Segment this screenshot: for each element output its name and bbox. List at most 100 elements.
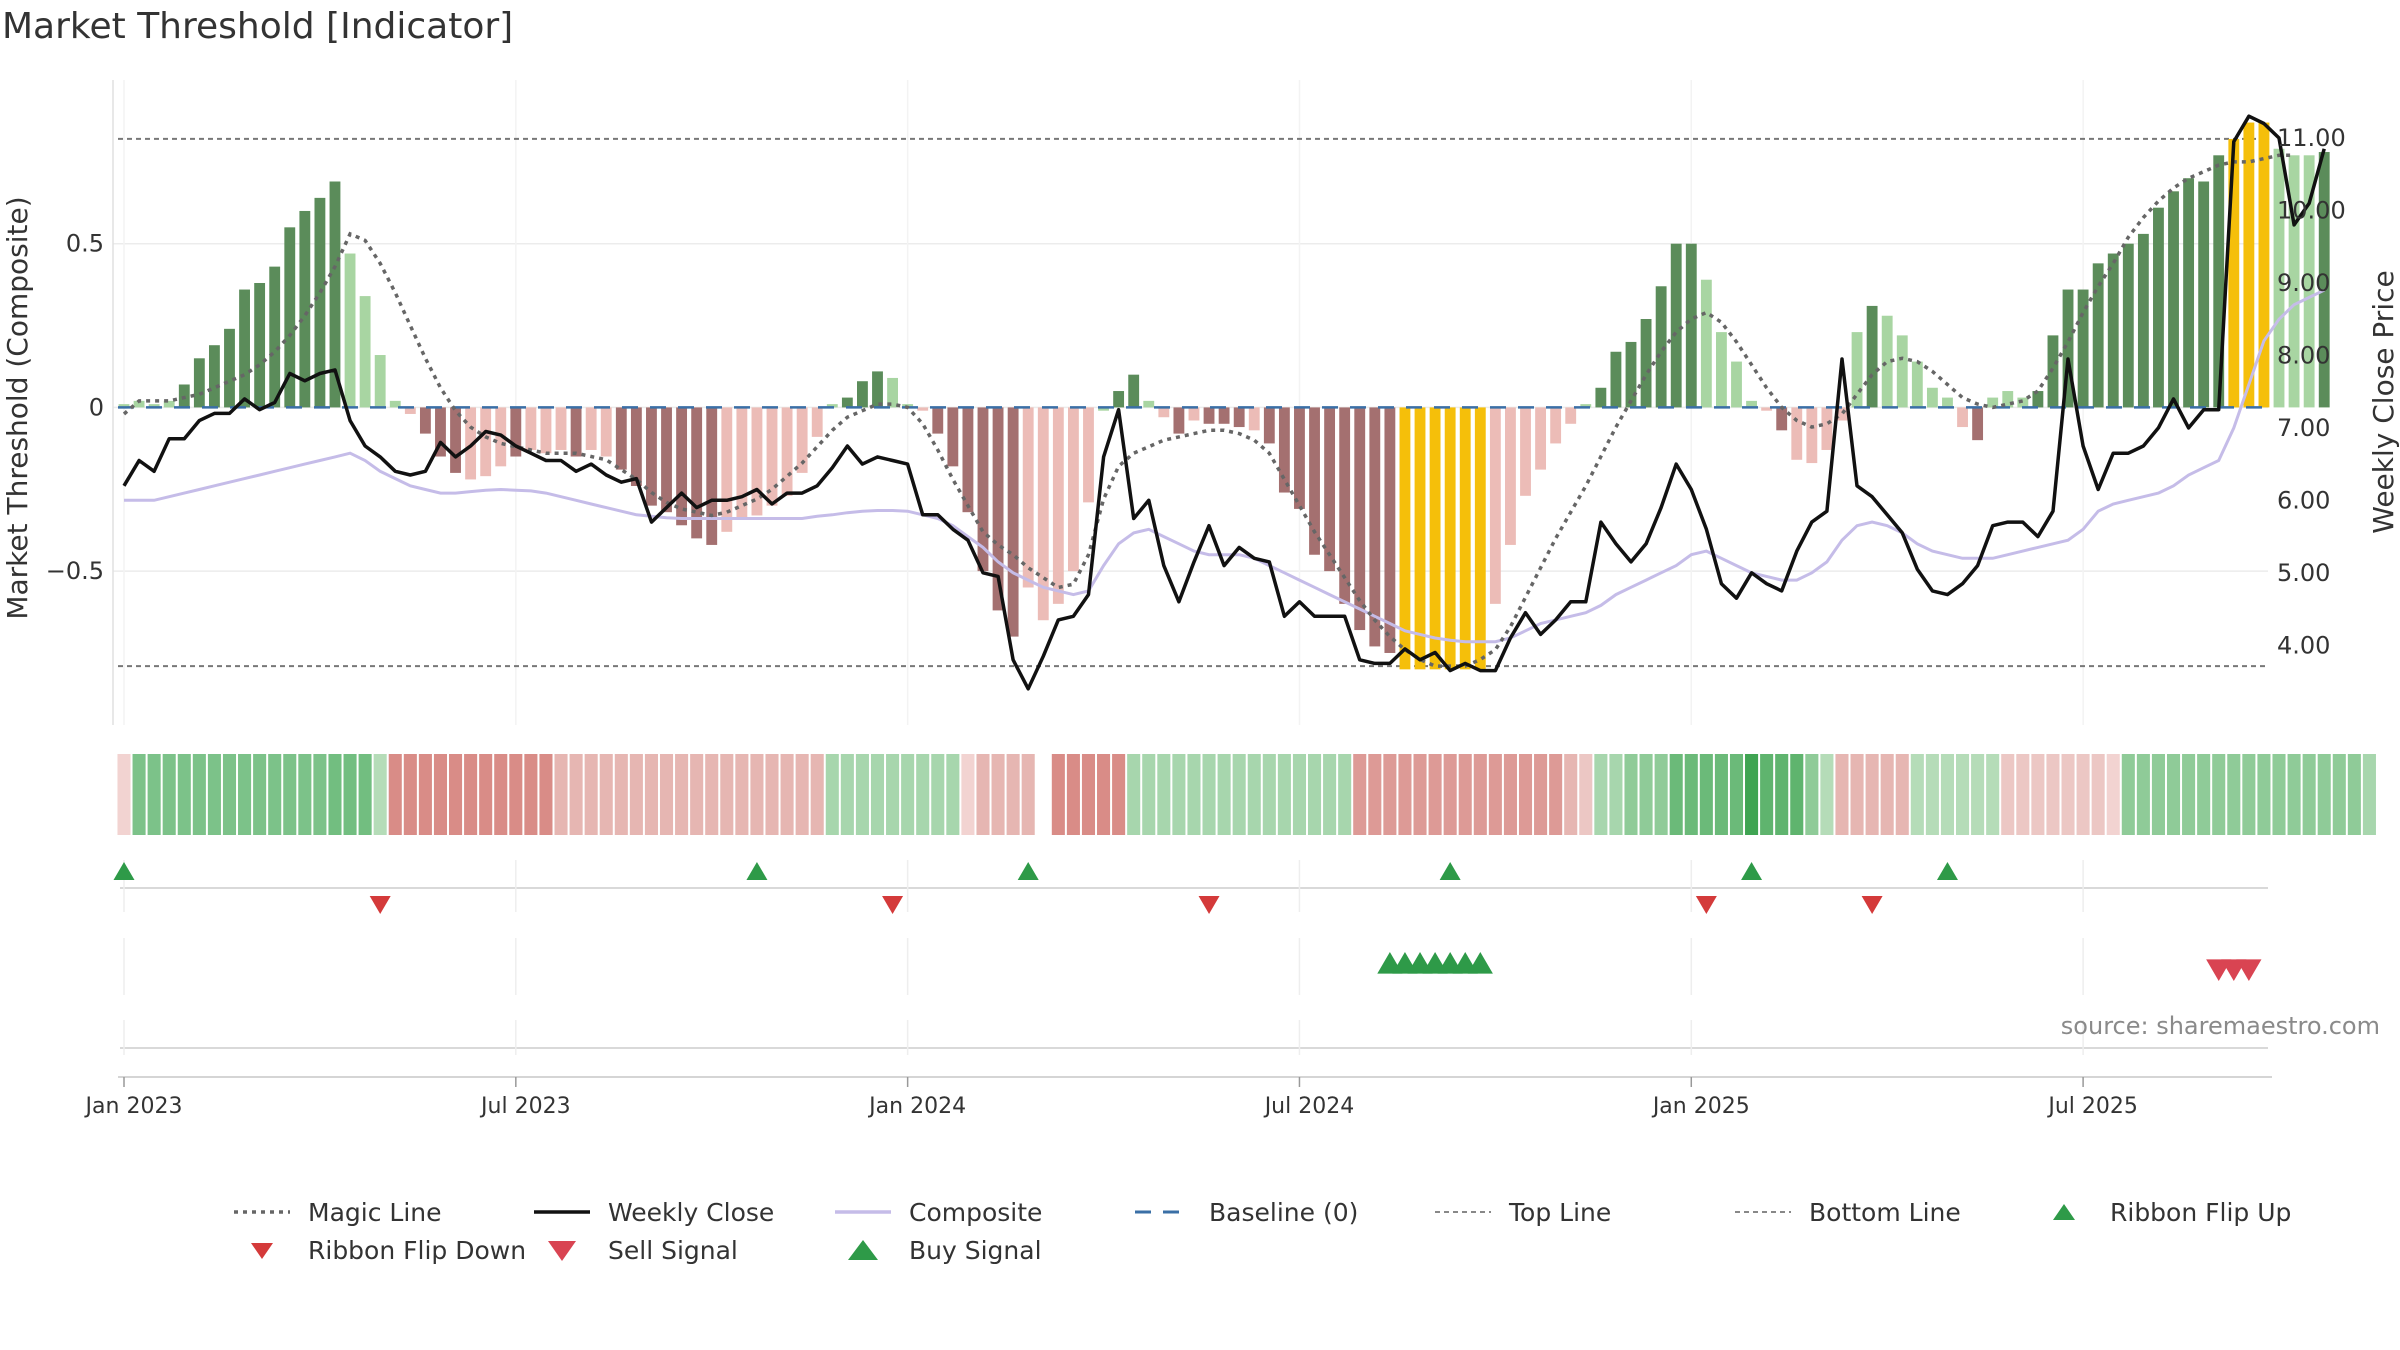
composite-bar — [1052, 407, 1064, 604]
legend-item-buy-signal: Buy Signal — [833, 1233, 1042, 1267]
composite-bar — [525, 407, 537, 450]
left-tick-label: 0 — [89, 393, 104, 421]
ribbon-cell — [1443, 754, 1457, 835]
composite-bar — [600, 407, 612, 457]
ribbon-cell — [313, 754, 327, 835]
ribbon-cell — [1986, 754, 2000, 835]
ribbon-cell — [810, 754, 824, 835]
composite-bar — [1836, 407, 1848, 421]
ribbon-cell — [1112, 754, 1126, 835]
ribbon-cell — [1006, 754, 1020, 835]
ribbon-cell — [840, 754, 854, 835]
composite-bar — [419, 407, 431, 434]
composite-bar — [284, 227, 296, 408]
ribbon-cell — [2061, 754, 2075, 835]
composite-bar — [872, 371, 883, 408]
ribbon-cell — [494, 754, 508, 835]
ribbon-cell — [2121, 754, 2135, 835]
ribbon-cell — [1323, 754, 1337, 835]
composite-bar — [1263, 407, 1275, 444]
left-axis-label: Market Threshold (Composite) — [1, 196, 34, 619]
signal-panels — [113, 860, 2268, 1055]
ribbon-cell — [1729, 754, 1744, 835]
composite-bar — [977, 407, 989, 572]
composite-bar — [359, 296, 371, 408]
threshold-lines — [118, 137, 2265, 668]
composite-bar — [2153, 207, 2164, 408]
x-tick-label: Jul 2023 — [479, 1094, 571, 1119]
composite-bar — [239, 289, 250, 408]
composite-bar — [1670, 243, 1682, 408]
ribbon-cell — [780, 754, 794, 835]
composite-bar — [1022, 407, 1034, 588]
ribbon-cell — [659, 754, 674, 835]
ribbon-cell — [147, 754, 161, 835]
ribbon-cell — [1564, 754, 1578, 835]
composite-bar — [1143, 400, 1155, 408]
buy-signal-marker — [1467, 952, 1493, 974]
composite-bar — [1896, 335, 1908, 408]
composite-bar — [299, 210, 311, 408]
ribbon-cell — [1835, 754, 1849, 835]
composite-bar — [2168, 191, 2179, 408]
sell-signal-swatch-icon — [548, 1241, 576, 1261]
ribbon-cell — [870, 754, 885, 835]
composite-bar — [435, 407, 446, 457]
x-tick-label: Jul 2024 — [1263, 1094, 1355, 1119]
composite-bar — [2288, 155, 2300, 408]
composite-bar — [1158, 407, 1170, 418]
legend-label: Magic Line — [308, 1197, 442, 1227]
composite-bar — [2062, 289, 2074, 408]
ribbon-cell — [253, 754, 267, 835]
composite-bar — [2258, 122, 2270, 408]
ribbon-cell — [1790, 754, 1804, 835]
ribbon-cell — [2031, 754, 2045, 835]
composite-bar — [465, 407, 477, 480]
composite-bar — [661, 407, 672, 513]
composite-bar — [1474, 407, 1486, 670]
legend-item-ribbon-flip-down: Ribbon Flip Down — [232, 1233, 526, 1267]
ribbon-flip-up-marker — [1936, 862, 1958, 880]
composite-bar — [1218, 407, 1230, 424]
ribbon-cell — [1940, 754, 1955, 835]
ribbon-flip-up-marker — [1017, 862, 1039, 880]
composite-bar — [1459, 407, 1471, 670]
bottom-line-swatch-icon — [1735, 1211, 1791, 1213]
ribbon-cell — [2332, 754, 2346, 835]
legend-label: Ribbon Flip Down — [308, 1235, 527, 1265]
ribbon-cell — [1669, 754, 1683, 835]
ribbon-cell — [464, 754, 478, 835]
ribbon-cell — [1760, 754, 1774, 835]
composite-bar — [1444, 407, 1456, 670]
legend-label: Ribbon Flip Up — [2110, 1197, 2292, 1227]
legend-label: Weekly Close — [608, 1197, 775, 1227]
composite-bar — [2122, 243, 2134, 408]
ribbon-cell — [132, 754, 146, 835]
x-axis: Jan 2023 Jul 2023 Jan 2024 Jul 2024 Jan 2025… — [84, 1076, 2272, 1119]
ribbon-cell — [343, 754, 357, 835]
ribbon-cell — [1684, 754, 1698, 835]
x-tick-label: Jul 2025 — [2046, 1094, 2138, 1119]
composite-bar — [1957, 407, 1968, 428]
ribbon-cell — [750, 754, 764, 835]
composite-bar — [1746, 400, 1757, 408]
composite-bar — [1309, 407, 1320, 555]
composite-bar — [947, 407, 959, 467]
ribbon-cell — [825, 754, 839, 835]
composite-bar — [1489, 407, 1501, 604]
composite-bar — [2092, 263, 2104, 408]
ribbon-cell — [373, 754, 387, 835]
composite-bar — [1233, 407, 1245, 428]
left-tick-label: 0.5 — [66, 230, 104, 258]
composite-bar — [555, 407, 567, 450]
baseline-swatch-icon — [1135, 1210, 1191, 1214]
composite-bar — [1113, 391, 1125, 408]
ribbon-cell — [2136, 754, 2150, 835]
legend-label: Top Line — [1509, 1197, 1612, 1227]
composite-bar — [133, 400, 145, 408]
ribbon-cell — [2347, 754, 2361, 835]
ribbon-cell — [735, 754, 749, 835]
legend-item-composite: Composite — [833, 1195, 1042, 1229]
ribbon-cell — [1021, 754, 1035, 835]
composite-bar — [992, 407, 1004, 611]
